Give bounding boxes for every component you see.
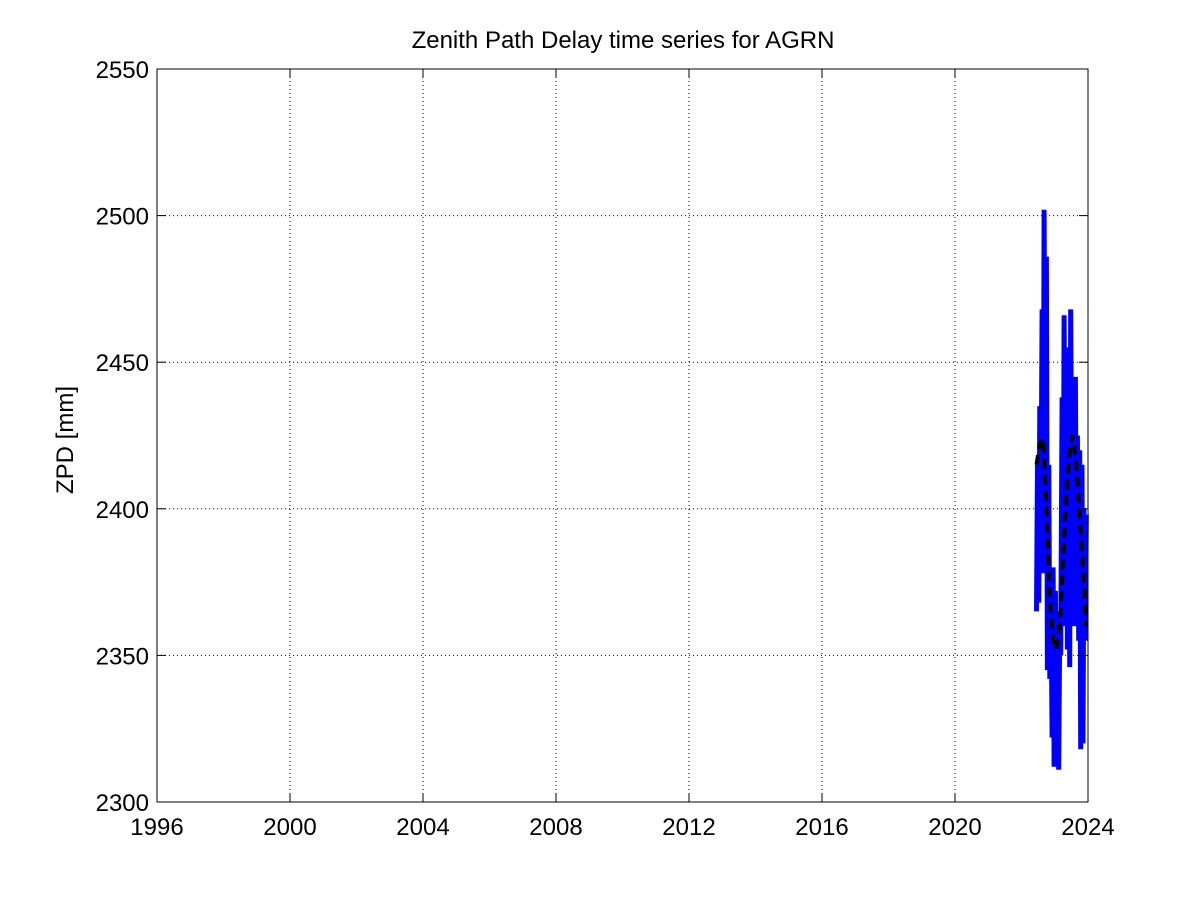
y-tick-label: 2350 xyxy=(96,643,149,670)
x-tick-label: 1996 xyxy=(130,814,183,841)
x-tick-label: 2000 xyxy=(263,814,316,841)
grid-lines xyxy=(156,68,1089,803)
y-tick-label: 2400 xyxy=(96,497,149,524)
y-tick-label: 2550 xyxy=(96,57,149,84)
y-tick-labels: 2300 2350 2400 2450 2500 2550 xyxy=(96,57,149,817)
y-tick-label: 2500 xyxy=(96,204,149,231)
x-tick-label: 2012 xyxy=(662,814,715,841)
tick-marks xyxy=(156,68,1089,803)
x-tick-label: 2004 xyxy=(396,814,449,841)
y-axis-label: ZPD [mm] xyxy=(52,386,79,494)
raw-series-line xyxy=(1034,209,1089,770)
x-tick-label: 2008 xyxy=(529,814,582,841)
x-tick-label: 2020 xyxy=(928,814,981,841)
plot-area-frame xyxy=(156,68,1089,803)
y-tick-label: 2300 xyxy=(96,790,149,817)
y-tick-label: 2450 xyxy=(96,350,149,377)
x-tick-label: 2016 xyxy=(795,814,848,841)
smoothed-series-line xyxy=(1034,431,1089,651)
series-layer xyxy=(1034,209,1089,770)
chart-title: Zenith Path Delay time series for AGRN xyxy=(412,27,835,54)
x-tick-label: 2024 xyxy=(1061,814,1114,841)
x-tick-labels: 1996 2000 2004 2008 2012 2016 2020 2024 xyxy=(130,814,1114,841)
